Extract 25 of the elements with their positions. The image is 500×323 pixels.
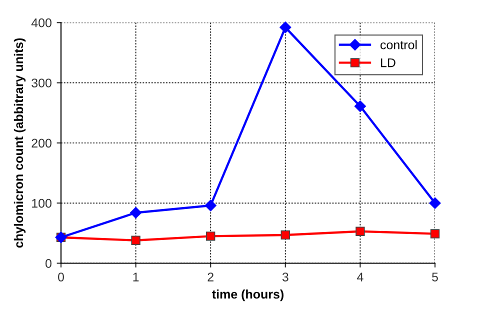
legend-label: control [380, 40, 417, 50]
x-tick-label: 0 [58, 272, 64, 282]
y-tick-label: 400 [31, 18, 52, 28]
x-axis-title: time (hours) [212, 289, 284, 302]
point [206, 232, 216, 241]
x-tick-label: 2 [208, 272, 214, 282]
point [356, 226, 365, 236]
legend-label: LD [381, 58, 396, 68]
point [204, 200, 216, 212]
x-tick-label: 1 [133, 272, 139, 282]
point [280, 22, 292, 34]
point [131, 236, 140, 245]
point [354, 100, 366, 112]
x-tick-label: 3 [282, 272, 288, 282]
x-tick-label: 5 [432, 272, 438, 282]
y-tick-label: 0 [46, 259, 52, 268]
point [130, 206, 142, 219]
y-tick-label: 300 [32, 78, 52, 88]
point [429, 197, 441, 209]
y-axis-title: chylomicron count (abbitrary units) [14, 38, 26, 248]
point [430, 229, 440, 238]
x-tick-label: 4 [357, 272, 364, 282]
y-tick-label: 200 [32, 138, 52, 148]
y-tick-label: 100 [32, 198, 52, 208]
point [280, 230, 290, 240]
